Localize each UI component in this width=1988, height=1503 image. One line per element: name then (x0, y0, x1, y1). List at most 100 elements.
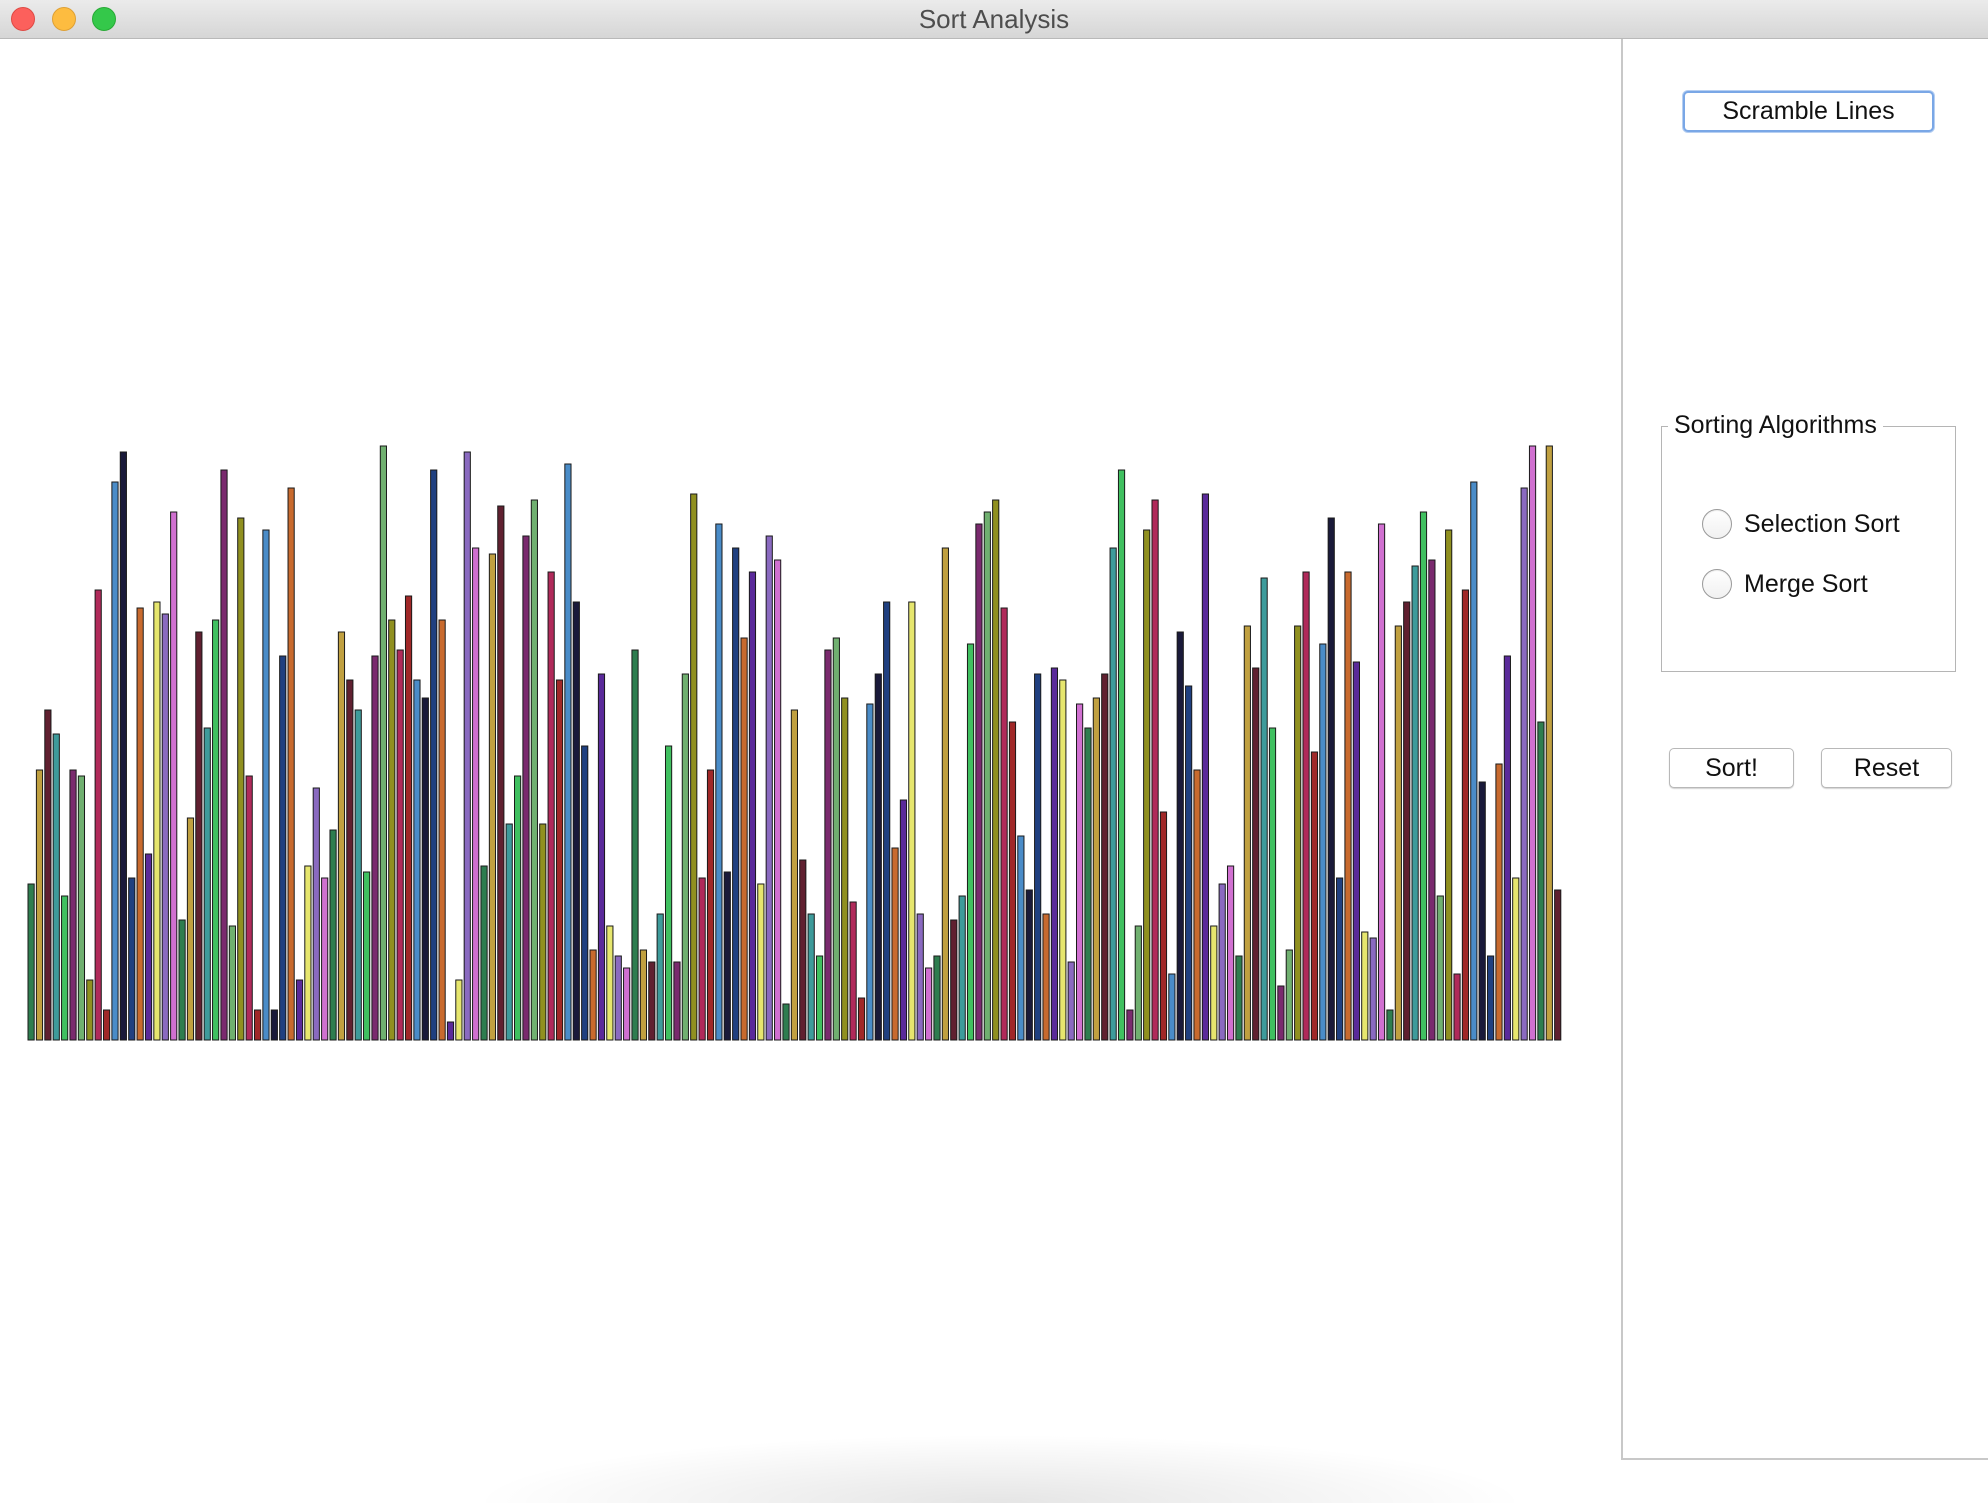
line-bar (706, 769, 715, 1041)
line-bar (337, 631, 346, 1041)
line-bar (69, 769, 77, 1041)
line-bar (958, 895, 966, 1041)
line-bar (891, 847, 899, 1041)
line-bar (866, 703, 874, 1041)
line-bar (815, 955, 824, 1041)
line-bar (690, 493, 698, 1041)
merge-sort-label: Merge Sort (1744, 569, 1868, 598)
line-bar (631, 649, 639, 1041)
merge-sort-option[interactable]: Merge Sort (1702, 567, 1868, 601)
line-bar (1545, 445, 1553, 1041)
line-bar (279, 655, 287, 1041)
minimize-window-button[interactable] (52, 7, 76, 31)
zoom-window-button[interactable] (92, 7, 116, 31)
selection-sort-radio[interactable] (1702, 509, 1732, 539)
line-bar (681, 673, 689, 1041)
line-bar (1159, 811, 1168, 1041)
line-bar (1260, 577, 1268, 1041)
line-bar (790, 709, 798, 1041)
line-bar (555, 679, 564, 1041)
line-bar (52, 733, 60, 1041)
merge-sort-radio[interactable] (1702, 569, 1732, 599)
line-bar (463, 451, 471, 1041)
line-bar (346, 679, 354, 1041)
line-bar (1277, 985, 1285, 1041)
line-bar (497, 505, 505, 1041)
line-bar (1017, 835, 1025, 1041)
line-bar (1210, 925, 1218, 1041)
line-bar (94, 589, 102, 1041)
line-bar (874, 673, 882, 1041)
line-bar (916, 913, 924, 1041)
line-bar (404, 595, 413, 1041)
line-bar (1285, 949, 1293, 1041)
line-bar (1377, 523, 1386, 1041)
line-bar (925, 967, 933, 1041)
line-bar (505, 823, 513, 1041)
line-bar (379, 445, 387, 1041)
line-bar (170, 511, 178, 1041)
line-bar (186, 817, 195, 1041)
line-bar (1302, 571, 1310, 1041)
scramble-lines-button[interactable]: Scramble Lines (1683, 91, 1934, 132)
line-bar (1453, 973, 1461, 1041)
canvas-bottom-shadow (470, 1434, 1530, 1503)
line-bar (1226, 865, 1235, 1041)
line-bar (1310, 751, 1319, 1041)
line-bar (648, 961, 656, 1041)
line-bar (27, 883, 35, 1041)
selection-sort-option[interactable]: Selection Sort (1702, 507, 1900, 541)
line-bar (1319, 643, 1327, 1041)
group-title: Sorting Algorithms (1668, 409, 1883, 441)
line-bar (203, 727, 211, 1041)
line-bar (144, 853, 153, 1041)
line-bar (933, 955, 941, 1041)
line-bar (899, 799, 908, 1041)
line-bar (849, 901, 857, 1041)
line-bar (1201, 493, 1210, 1041)
line-bar (1042, 913, 1050, 1041)
sort-button[interactable]: Sort! (1669, 748, 1794, 788)
line-bar (564, 463, 572, 1041)
line-bar (1294, 625, 1302, 1041)
line-bar (262, 529, 270, 1041)
line-bar (807, 913, 815, 1041)
line-bar (438, 619, 446, 1041)
line-bar (455, 979, 463, 1041)
line-bar (1076, 703, 1084, 1041)
line-bar (581, 745, 589, 1041)
line-bar (941, 547, 949, 1041)
line-bar (883, 601, 891, 1041)
line-bar (312, 787, 320, 1041)
lines-canvas (0, 39, 1621, 1503)
line-bar (1470, 481, 1478, 1041)
line-bar (220, 469, 228, 1041)
line-bar (1067, 961, 1075, 1041)
line-bar (1336, 877, 1344, 1041)
line-bar (715, 523, 723, 1041)
line-bar (413, 679, 421, 1041)
line-bar (950, 919, 958, 1041)
line-bar (253, 1009, 262, 1041)
line-bar (908, 601, 916, 1041)
line-bar (128, 877, 136, 1041)
line-bar (1034, 673, 1042, 1041)
line-bar (161, 613, 169, 1041)
reset-button[interactable]: Reset (1821, 748, 1952, 788)
line-bar (757, 883, 765, 1041)
line-bar (824, 649, 832, 1041)
line-bar (270, 1009, 278, 1041)
line-bar (1126, 1009, 1134, 1041)
line-bar (228, 925, 236, 1041)
line-bar (774, 559, 782, 1041)
line-bar (799, 859, 807, 1041)
line-bar (304, 865, 312, 1041)
line-bar (539, 823, 547, 1041)
line-bar (1193, 769, 1201, 1041)
line-bar (572, 601, 580, 1041)
line-bar (1403, 601, 1411, 1041)
line-bar (1445, 529, 1453, 1041)
close-window-button[interactable] (11, 7, 35, 31)
line-bar (77, 775, 86, 1041)
line-bar (1185, 685, 1193, 1041)
